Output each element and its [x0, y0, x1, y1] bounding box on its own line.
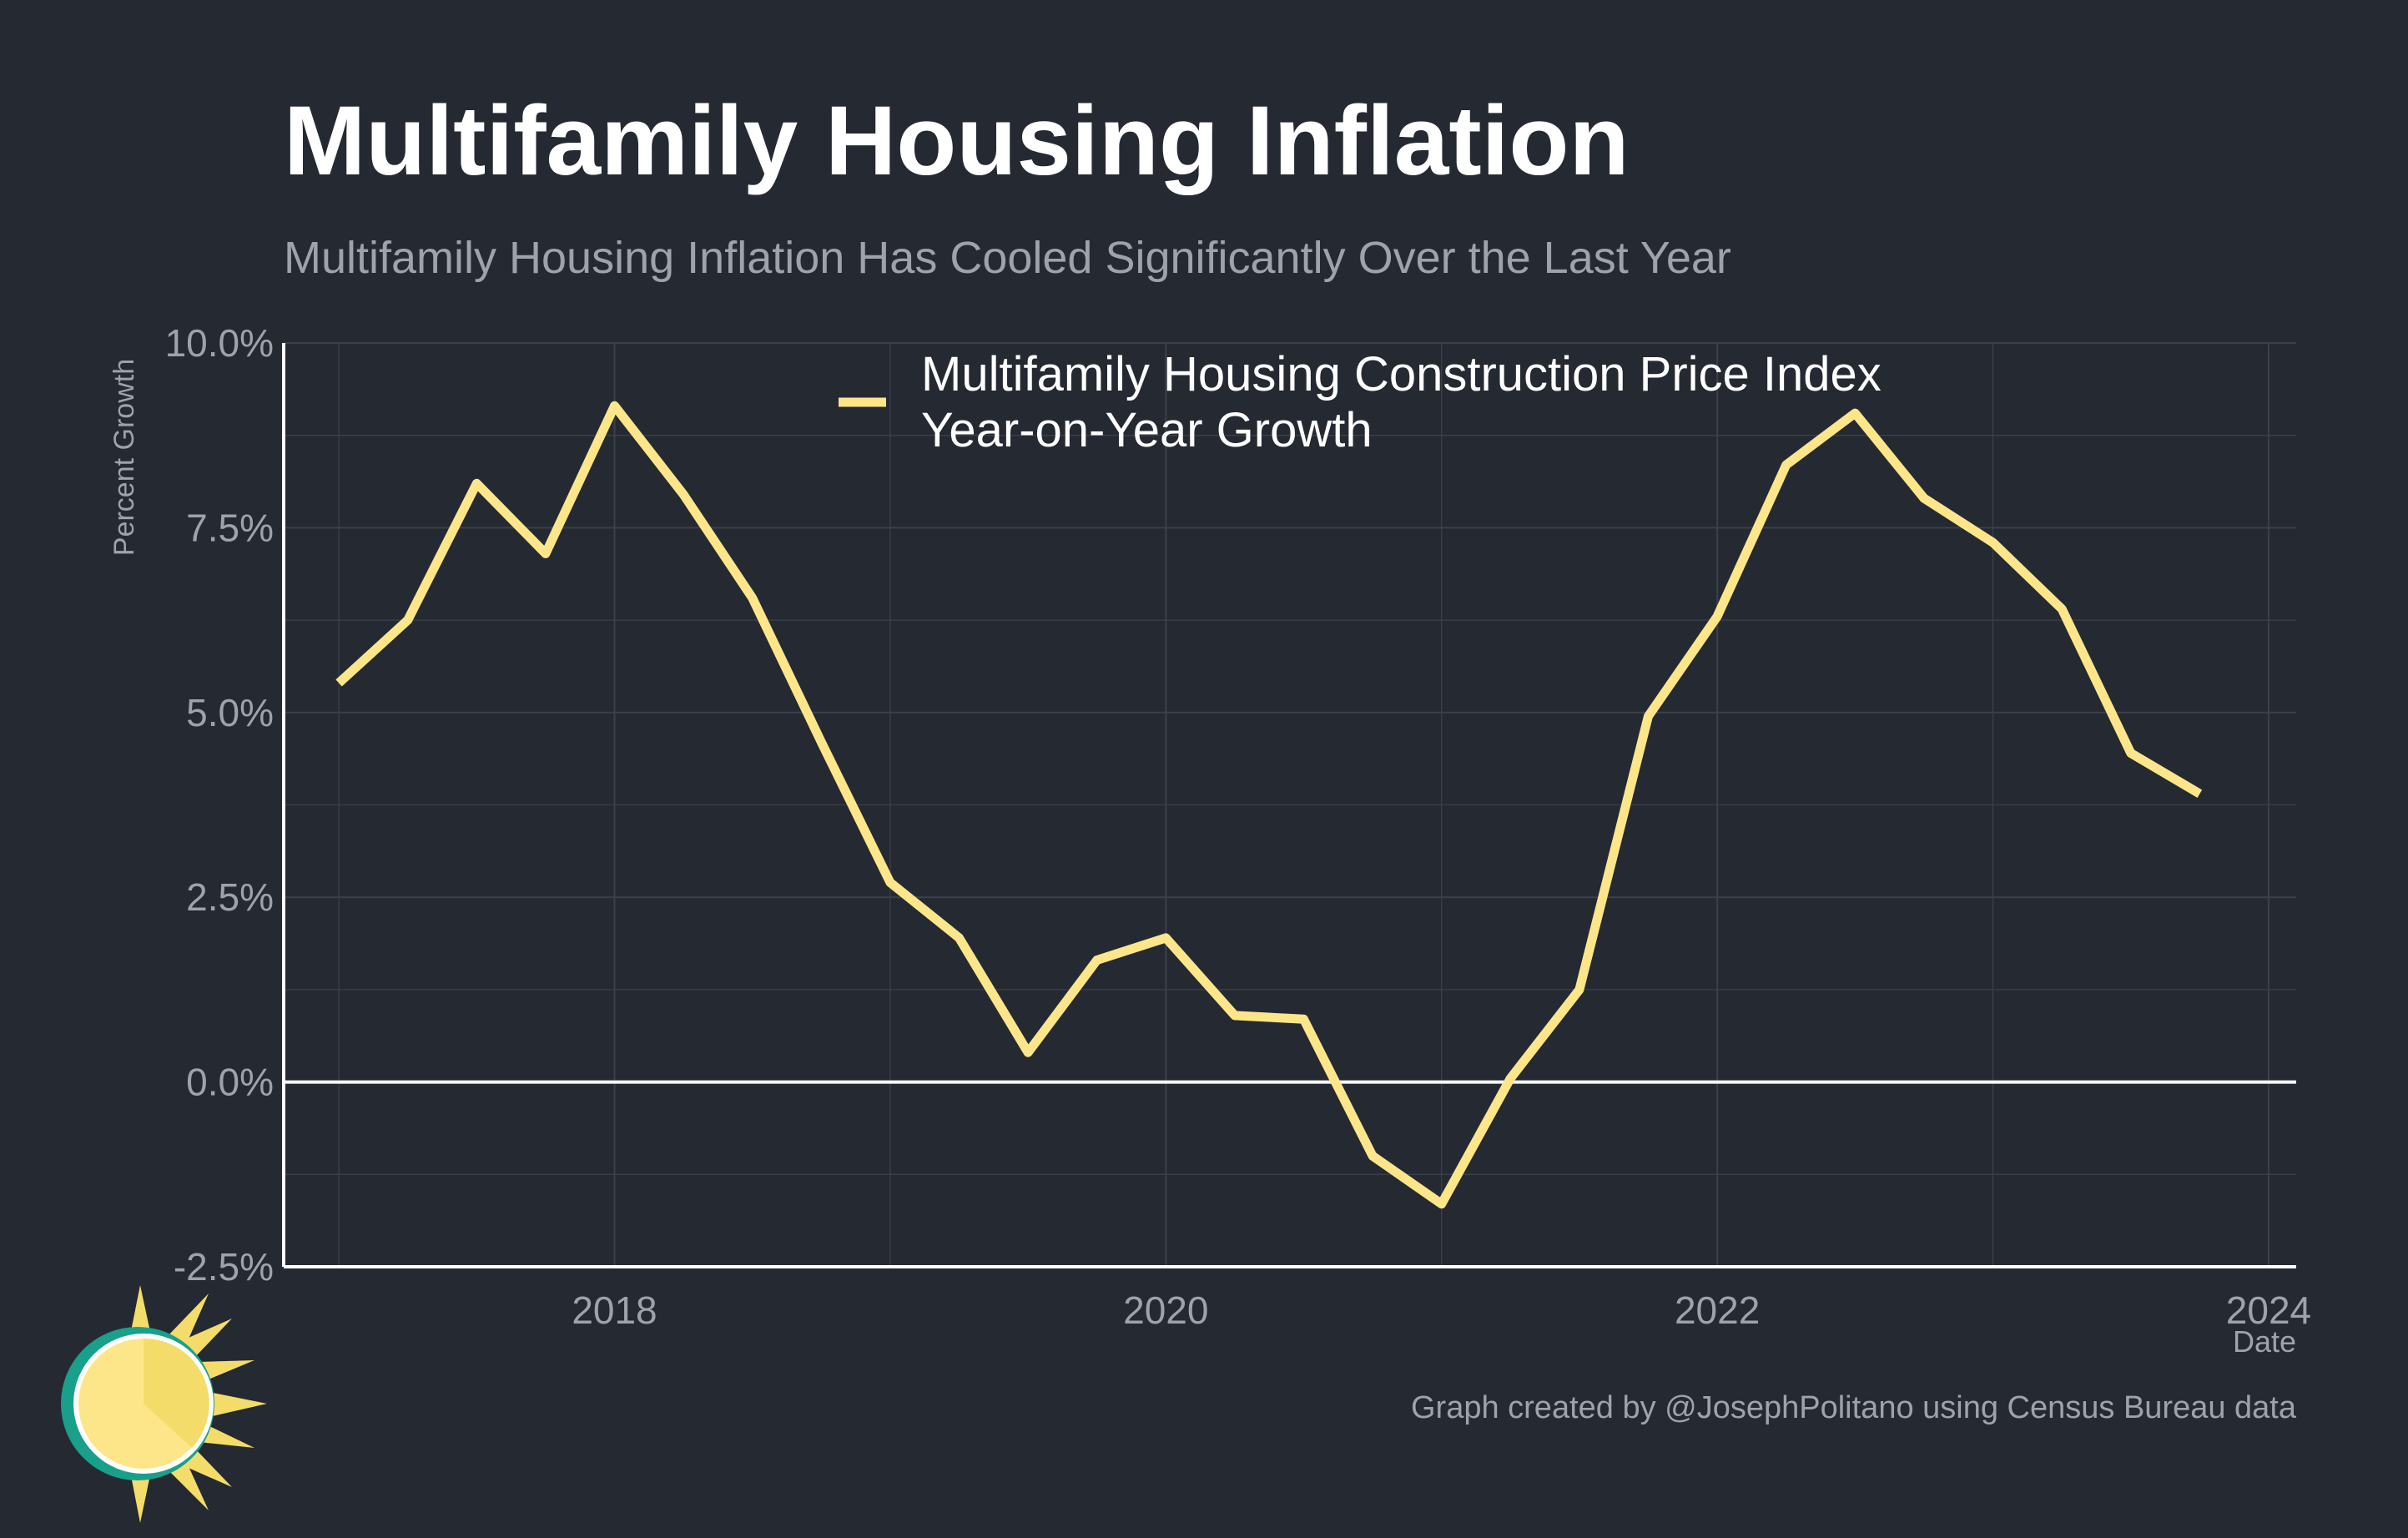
y-tick-label: -2.5% — [174, 1245, 274, 1288]
x-axis-label: Date — [2233, 1324, 2296, 1359]
x-tick-label: 2022 — [1675, 1288, 1760, 1332]
y-tick-label: 5.0% — [186, 691, 274, 734]
legend: Multifamily Housing Construction Price I… — [839, 347, 1882, 457]
x-tick-label: 2024 — [2226, 1288, 2311, 1332]
sun-logo-icon — [61, 1285, 267, 1523]
chart-title: Multifamily Housing Inflation — [284, 86, 1630, 196]
x-tick-labels: 2018 2020 2022 2024 — [572, 1288, 2311, 1332]
y-axis-label: Percent Growth — [108, 359, 140, 556]
series-line — [335, 401, 2203, 1209]
grid-layer — [284, 342, 2296, 1268]
x-tick-label: 2018 — [572, 1288, 657, 1332]
y-tick-label: 2.5% — [186, 875, 274, 919]
y-tick-labels: -2.5% 0.0% 2.5% 5.0% 7.5% 10.0% — [165, 321, 274, 1288]
x-tick-label: 2020 — [1123, 1288, 1208, 1332]
chart-subtitle: Multifamily Housing Inflation Has Cooled… — [284, 233, 1731, 283]
legend-label-line2: Year-on-Year Growth — [921, 403, 1373, 457]
y-tick-label: 0.0% — [186, 1061, 274, 1104]
source-credit: Graph created by @JosephPolitano using C… — [1410, 1390, 2296, 1425]
y-tick-label: 10.0% — [165, 321, 274, 365]
y-tick-label: 7.5% — [186, 506, 274, 549]
axes-layer — [282, 343, 2296, 1268]
legend-label-line1: Multifamily Housing Construction Price I… — [921, 347, 1882, 401]
